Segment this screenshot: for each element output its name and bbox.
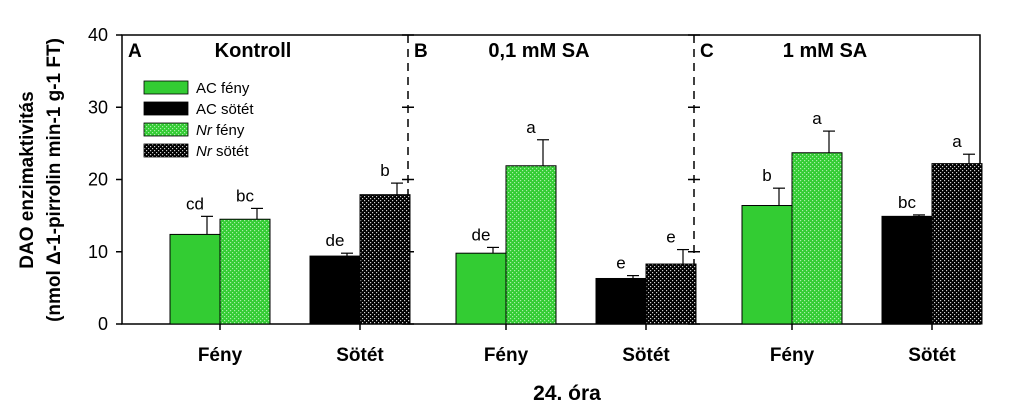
significance-label: bc — [236, 186, 254, 205]
significance-label: e — [616, 254, 625, 273]
y-tick-label: 20 — [88, 170, 108, 190]
panel-title: 0,1 mM SA — [488, 40, 589, 62]
bar — [219, 218, 271, 325]
legend-swatch — [143, 101, 189, 116]
y-tick-label: 40 — [88, 25, 108, 45]
x-tick-label: Fény — [770, 345, 815, 366]
panel-title: 1 mM SA — [783, 40, 867, 62]
significance-label: e — [666, 228, 675, 247]
significance-label: de — [326, 231, 345, 250]
bar — [595, 277, 647, 325]
legend-swatch — [143, 122, 189, 137]
bar — [169, 233, 221, 325]
x-tick-label: Sötét — [336, 345, 384, 366]
legend-swatch — [143, 143, 189, 158]
bar — [791, 152, 843, 325]
x-tick-label: Fény — [484, 345, 529, 366]
x-tick-label: Fény — [198, 345, 243, 366]
legend-label: Nr sötét — [196, 143, 249, 160]
significance-label: a — [526, 118, 536, 137]
bar — [359, 194, 411, 325]
bar — [931, 163, 983, 325]
bar — [881, 215, 933, 325]
y-tick-label: 10 — [88, 242, 108, 262]
significance-label: bc — [898, 193, 916, 212]
x-axis-title: 24. óra — [533, 382, 601, 405]
y-tick-label: 30 — [88, 97, 108, 117]
panel-letter: B — [414, 41, 428, 62]
y-axis-title-line1: DAO enzimaktivitás — [17, 91, 38, 268]
significance-label: b — [380, 161, 389, 180]
significance-label: a — [812, 109, 822, 128]
panel-letter: C — [700, 41, 714, 62]
bar — [455, 252, 507, 325]
y-tick-label: 0 — [98, 314, 108, 334]
panel-letter: A — [128, 41, 142, 62]
significance-label: cd — [186, 194, 204, 213]
plot-area: 0 10 20 30 40 A Kontroll Fény Sötét B 0,1 mM SA Fén… — [88, 25, 983, 366]
bar — [645, 263, 697, 325]
bar — [309, 255, 361, 325]
x-tick-label: Sötét — [908, 345, 956, 366]
significance-label: de — [472, 225, 491, 244]
legend-label: AC sötét — [196, 101, 254, 118]
bar — [505, 165, 557, 325]
panel-title: Kontroll — [215, 40, 292, 62]
significance-label: a — [952, 132, 962, 151]
x-tick-label: Sötét — [622, 345, 670, 366]
significance-label: b — [762, 166, 771, 185]
y-axis-title-line2: (nmol Δ-1-pirrolin min-1 g-1 FT) — [44, 38, 65, 322]
legend-swatch — [143, 80, 189, 95]
bar — [741, 205, 793, 325]
legend-label: AC fény — [196, 80, 250, 97]
legend-label: Nr fény — [196, 122, 245, 139]
